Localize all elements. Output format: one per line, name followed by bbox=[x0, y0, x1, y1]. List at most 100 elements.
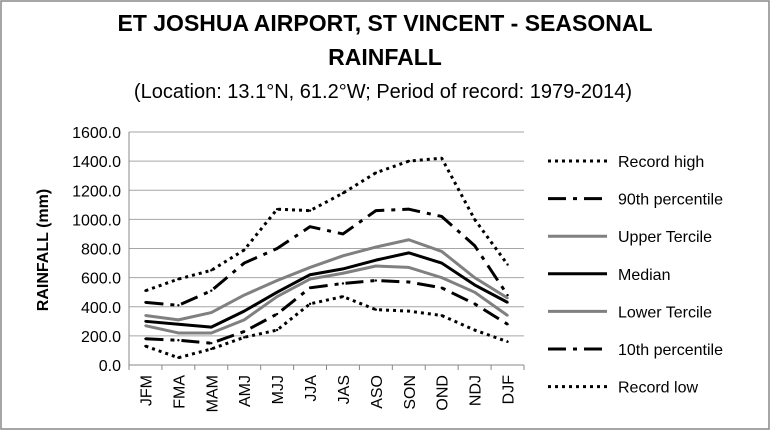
data-point bbox=[506, 314, 509, 317]
data-point bbox=[473, 244, 476, 247]
data-point bbox=[210, 311, 213, 314]
data-point bbox=[308, 286, 312, 290]
data-point bbox=[243, 309, 246, 313]
data-point bbox=[473, 276, 476, 279]
data-point bbox=[341, 282, 345, 285]
data-point bbox=[374, 308, 378, 311]
data-point bbox=[506, 263, 509, 266]
x-tick-label: MJJ bbox=[270, 375, 287, 404]
data-point bbox=[374, 264, 378, 268]
data-point bbox=[341, 191, 345, 195]
data-point bbox=[407, 159, 410, 163]
data-point bbox=[374, 279, 378, 282]
axis-layer: 0.0 200.0 400.0 600.0 800.0 1000.0 1200.0 1400.… bbox=[72, 125, 525, 412]
x-tick-label: JFM bbox=[138, 375, 155, 406]
data-point bbox=[506, 301, 509, 304]
data-point bbox=[407, 309, 410, 313]
data-point bbox=[210, 331, 213, 335]
series-line-record-high bbox=[144, 156, 509, 293]
legend-label: Record low bbox=[618, 380, 698, 397]
data-point bbox=[440, 250, 443, 253]
series-line-lower-tercile bbox=[145, 264, 509, 335]
data-point bbox=[473, 218, 476, 221]
x-tick-label: DJF bbox=[501, 375, 518, 405]
x-tick-label: OND bbox=[435, 375, 452, 411]
x-tick-label: SON bbox=[402, 375, 419, 410]
data-point bbox=[243, 248, 246, 252]
series-line-90th-percentile bbox=[145, 207, 509, 307]
data-point bbox=[506, 293, 509, 297]
data-point bbox=[177, 318, 180, 322]
data-point bbox=[374, 258, 378, 262]
data-point bbox=[144, 337, 147, 340]
y-tick-label: 0.0 bbox=[99, 358, 121, 375]
y-tick-label: 800.0 bbox=[81, 242, 121, 259]
data-point bbox=[308, 266, 312, 269]
data-point bbox=[210, 341, 213, 345]
data-point bbox=[374, 245, 378, 249]
data-point bbox=[144, 314, 147, 317]
data-point bbox=[440, 276, 443, 279]
series-line-upper-tercile bbox=[145, 238, 509, 322]
y-tick-label: 1400.0 bbox=[72, 154, 121, 171]
data-point bbox=[341, 267, 345, 271]
data-point bbox=[243, 330, 246, 333]
legend-label: Lower Tercile bbox=[618, 304, 712, 321]
data-point bbox=[506, 296, 509, 300]
y-tick-label: 1000.0 bbox=[72, 212, 121, 229]
data-point bbox=[506, 323, 509, 326]
data-point bbox=[440, 215, 443, 218]
data-point bbox=[407, 207, 410, 211]
series-line-10th-percentile bbox=[145, 279, 509, 345]
y-tick-label: 1200.0 bbox=[72, 183, 121, 200]
x-tick-label: FMA bbox=[171, 375, 188, 409]
data-point bbox=[275, 312, 279, 316]
data-point bbox=[407, 266, 410, 269]
data-point bbox=[341, 295, 345, 298]
data-point bbox=[177, 277, 180, 281]
data-point bbox=[308, 273, 312, 276]
data-point bbox=[177, 331, 180, 335]
data-point bbox=[275, 328, 279, 332]
data-point bbox=[275, 290, 279, 294]
data-point bbox=[473, 283, 476, 287]
legend-label: Record high bbox=[618, 154, 704, 171]
data-point bbox=[473, 328, 476, 332]
data-point bbox=[275, 295, 279, 298]
x-tick-label: ASO bbox=[369, 375, 386, 409]
data-point bbox=[506, 340, 509, 343]
data-point bbox=[440, 314, 443, 317]
y-tick-label: 1600.0 bbox=[72, 125, 121, 142]
legend: Record high 90th percentile Upper Tercile M… bbox=[548, 154, 723, 397]
y-axis-title: RAINFALL (mm) bbox=[35, 189, 52, 311]
data-point bbox=[243, 336, 246, 339]
data-point bbox=[440, 286, 443, 290]
data-point bbox=[308, 225, 312, 228]
y-tick-label: 400.0 bbox=[81, 300, 121, 317]
legend-label: Median bbox=[618, 267, 670, 284]
chart-title-line-1: ET JOSHUA AIRPORT, ST VINCENT - SEASONAL bbox=[117, 10, 652, 36]
data-point bbox=[177, 339, 180, 342]
data-point bbox=[210, 325, 213, 329]
data-point bbox=[341, 254, 345, 257]
data-point bbox=[374, 209, 378, 212]
legend-label: 10th percentile bbox=[618, 342, 723, 359]
data-point bbox=[341, 272, 345, 275]
data-point bbox=[275, 247, 279, 250]
data-point bbox=[144, 301, 147, 304]
data-point bbox=[210, 347, 213, 351]
data-point bbox=[407, 238, 410, 241]
x-tick-label: JAS bbox=[336, 375, 353, 404]
data-point bbox=[341, 232, 345, 236]
data-point bbox=[374, 171, 378, 174]
data-point bbox=[144, 324, 147, 327]
data-point bbox=[177, 323, 180, 326]
x-tick-label: NDJ bbox=[468, 375, 485, 406]
data-point bbox=[308, 302, 312, 306]
chart-subtitle: (Location: 13.1°N, 61.2°W; Period of rec… bbox=[134, 81, 632, 103]
data-point bbox=[407, 280, 410, 284]
y-tick-label: 600.0 bbox=[81, 271, 121, 288]
series-layer bbox=[144, 156, 509, 360]
data-point bbox=[243, 293, 246, 297]
